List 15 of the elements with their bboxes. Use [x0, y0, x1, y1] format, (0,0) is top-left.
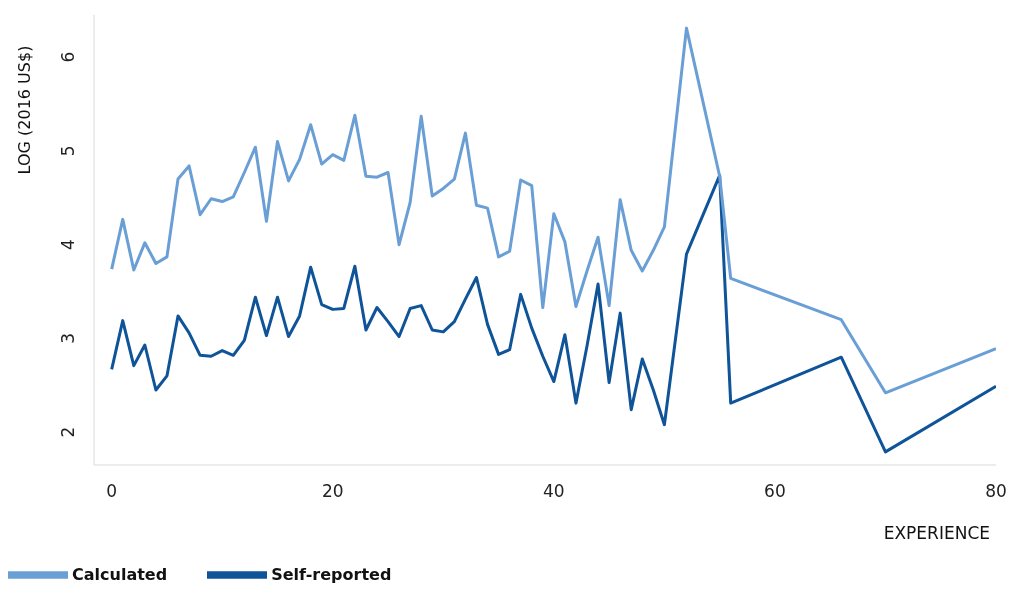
legend-label: Calculated: [72, 564, 168, 584]
x-tick-label: 0: [106, 481, 118, 502]
y-axis-title: LOG (2016 US$): [15, 45, 34, 175]
line-series: [110, 26, 996, 395]
x-tick-label: 20: [321, 481, 344, 502]
x-tick-label: 80: [985, 481, 1007, 502]
x-axis-title: EXPERIENCE: [883, 523, 990, 543]
legend-label: Self-reported: [271, 564, 392, 584]
y-tick-label: 3: [58, 333, 78, 344]
y-tick-label: 2: [58, 426, 78, 438]
x-tick-label: 40: [543, 481, 565, 502]
x-tick-label: 60: [764, 481, 786, 502]
y-tick-label: 4: [58, 239, 78, 251]
y-tick-label: 5: [58, 145, 78, 157]
y-tick-label: 6: [58, 51, 78, 63]
